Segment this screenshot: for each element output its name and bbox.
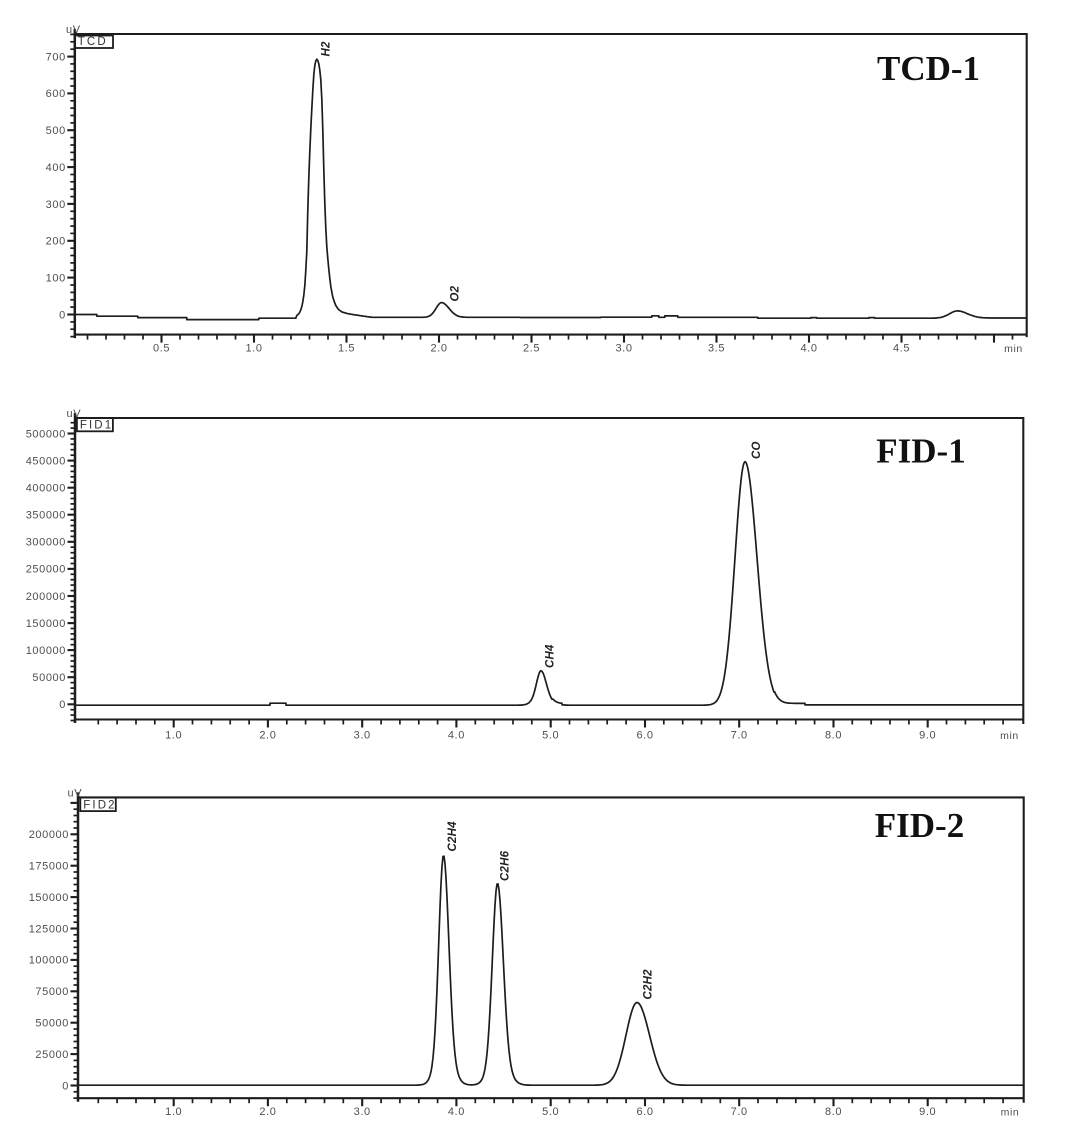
svg-text:uV: uV [68, 788, 83, 800]
svg-text:0: 0 [59, 309, 66, 321]
svg-text:4.5: 4.5 [893, 343, 910, 355]
svg-text:FID2: FID2 [83, 799, 116, 811]
svg-text:FID-2: FID-2 [875, 806, 964, 845]
svg-text:1.5: 1.5 [338, 343, 355, 355]
svg-text:125000: 125000 [29, 923, 69, 935]
svg-text:uV: uV [66, 24, 81, 36]
svg-text:3.0: 3.0 [354, 730, 371, 742]
svg-text:min: min [1001, 1107, 1020, 1119]
svg-text:200000: 200000 [29, 829, 69, 841]
svg-text:100000: 100000 [26, 645, 66, 657]
svg-text:100000: 100000 [29, 955, 69, 967]
svg-text:4.0: 4.0 [448, 730, 465, 742]
svg-text:450000: 450000 [26, 455, 66, 467]
svg-text:3.0: 3.0 [354, 1106, 371, 1118]
svg-text:1.0: 1.0 [165, 730, 182, 742]
svg-text:min: min [1000, 730, 1019, 742]
svg-text:300000: 300000 [26, 537, 66, 549]
svg-text:CH4: CH4 [545, 644, 557, 668]
svg-text:400: 400 [46, 162, 66, 174]
svg-text:FID-1: FID-1 [876, 432, 965, 471]
svg-text:4.0: 4.0 [800, 343, 817, 355]
svg-text:7.0: 7.0 [731, 730, 748, 742]
svg-text:H2: H2 [321, 41, 333, 57]
svg-text:50000: 50000 [32, 672, 66, 684]
svg-text:uV: uV [67, 408, 82, 420]
svg-text:175000: 175000 [29, 861, 69, 873]
svg-text:0: 0 [59, 699, 66, 711]
svg-text:75000: 75000 [35, 986, 69, 998]
svg-text:2.5: 2.5 [523, 343, 540, 355]
svg-text:TCD: TCD [78, 36, 108, 48]
svg-text:8.0: 8.0 [825, 1106, 842, 1118]
svg-text:C2H4: C2H4 [447, 821, 459, 852]
svg-text:25000: 25000 [35, 1049, 69, 1061]
svg-text:9.0: 9.0 [919, 1106, 936, 1118]
svg-text:500: 500 [46, 125, 66, 137]
svg-text:150000: 150000 [29, 892, 69, 904]
svg-text:9.0: 9.0 [919, 730, 936, 742]
svg-text:700: 700 [46, 51, 66, 63]
svg-text:0: 0 [62, 1080, 69, 1092]
svg-text:2.0: 2.0 [430, 343, 447, 355]
svg-text:C2H6: C2H6 [500, 850, 512, 881]
svg-text:2.0: 2.0 [259, 1106, 276, 1118]
svg-text:5.0: 5.0 [542, 1106, 559, 1118]
svg-text:C2H2: C2H2 [643, 969, 655, 1000]
svg-text:600: 600 [46, 88, 66, 100]
svg-text:5.0: 5.0 [542, 730, 559, 742]
svg-text:6.0: 6.0 [636, 730, 653, 742]
svg-text:50000: 50000 [35, 1018, 69, 1030]
svg-text:200000: 200000 [26, 591, 66, 603]
svg-text:1.0: 1.0 [245, 343, 262, 355]
svg-text:250000: 250000 [26, 564, 66, 576]
svg-text:FID1: FID1 [80, 420, 113, 432]
svg-text:6.0: 6.0 [636, 1106, 653, 1118]
svg-text:TCD-1: TCD-1 [877, 49, 980, 88]
svg-text:150000: 150000 [26, 618, 66, 630]
svg-text:4.0: 4.0 [448, 1106, 465, 1118]
svg-text:O2: O2 [450, 285, 462, 301]
svg-text:400000: 400000 [26, 483, 66, 495]
svg-text:1.0: 1.0 [165, 1106, 182, 1118]
svg-text:2.0: 2.0 [259, 730, 276, 742]
svg-text:100: 100 [46, 272, 66, 284]
svg-text:min: min [1004, 343, 1023, 355]
svg-text:350000: 350000 [26, 510, 66, 522]
svg-text:300: 300 [46, 199, 66, 211]
svg-text:CO: CO [751, 441, 763, 459]
svg-text:3.5: 3.5 [708, 343, 725, 355]
svg-text:7.0: 7.0 [731, 1106, 748, 1118]
svg-text:200: 200 [46, 236, 66, 248]
svg-text:0.5: 0.5 [153, 343, 170, 355]
svg-text:3.0: 3.0 [615, 343, 632, 355]
svg-text:500000: 500000 [26, 428, 66, 440]
svg-text:8.0: 8.0 [825, 730, 842, 742]
